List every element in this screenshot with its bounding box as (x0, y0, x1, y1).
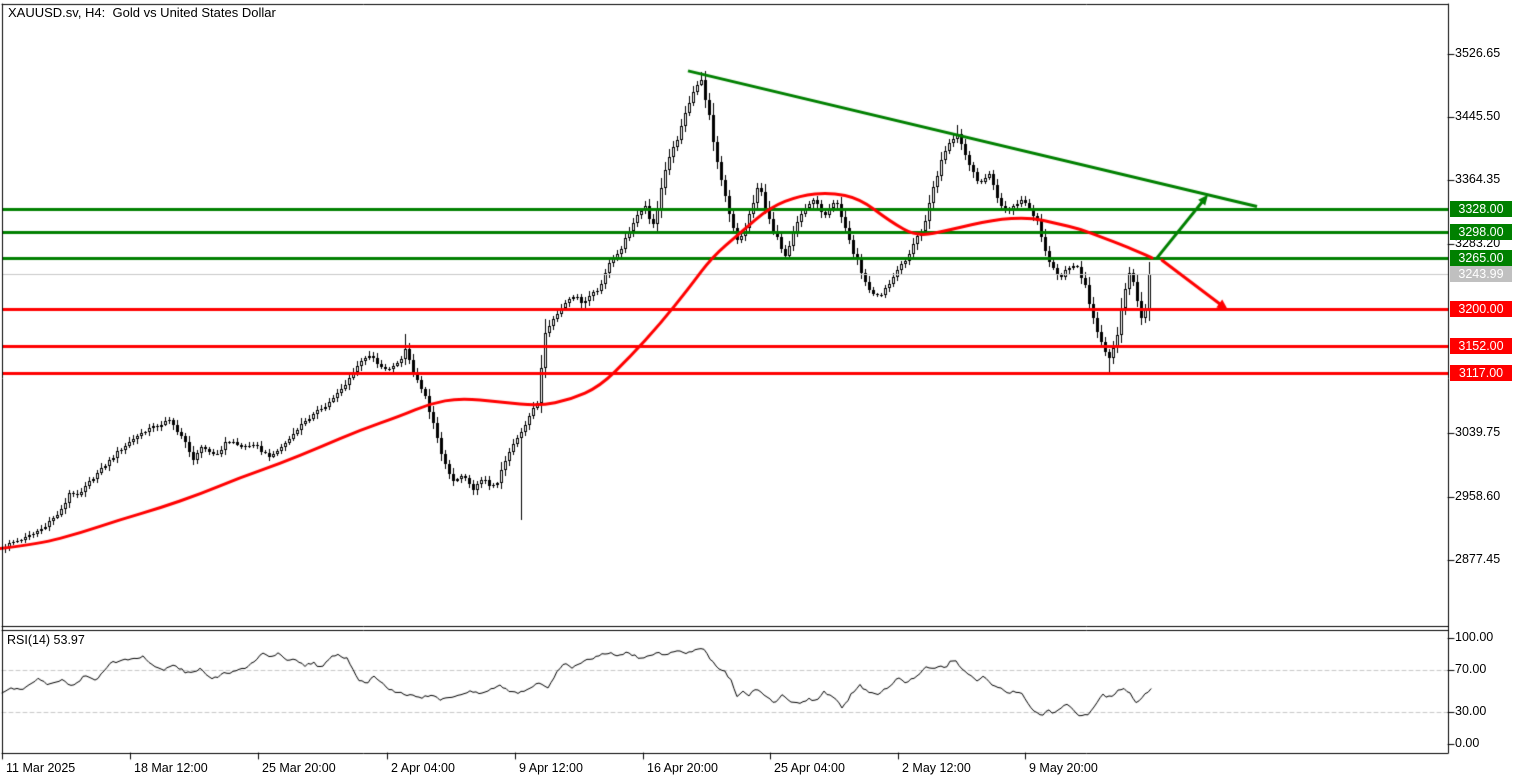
time-axis-label: 2 May 12:00 (902, 761, 971, 775)
rsi-indicator-label: RSI(14) 53.97 (7, 633, 85, 647)
resistance-price-badge[interactable]: 3298.00 (1450, 224, 1512, 240)
rsi-axis-label: 70.00 (1455, 662, 1487, 676)
time-axis-label: 9 Apr 12:00 (519, 761, 583, 775)
time-axis-label: 25 Apr 04:00 (774, 761, 845, 775)
time-axis-label: 9 May 20:00 (1029, 761, 1098, 775)
resistance-price-badge[interactable]: 3265.00 (1450, 250, 1512, 266)
resistance-price-badge[interactable]: 3328.00 (1450, 201, 1512, 217)
rsi-axis-label: 30.00 (1455, 704, 1487, 718)
price-axis[interactable]: 3526.65 3445.50 3364.35 3283.20 3039.75 2958.… (1448, 0, 1528, 780)
time-axis-label: 2 Apr 04:00 (391, 761, 455, 775)
current-price-badge[interactable]: 3243.99 (1450, 266, 1512, 282)
price-tick-label: 3445.50 (1455, 109, 1501, 123)
time-axis-label: 18 Mar 12:00 (134, 761, 208, 775)
price-tick-label: 3039.75 (1455, 425, 1501, 439)
support-price-badge[interactable]: 3117.00 (1450, 365, 1512, 381)
rsi-axis-label: 100.00 (1455, 630, 1494, 644)
rsi-axis-label: 0.00 (1455, 736, 1480, 750)
price-tick-label: 2877.45 (1455, 552, 1501, 566)
support-price-badge[interactable]: 3200.00 (1450, 301, 1512, 317)
price-tick-label: 3526.65 (1455, 46, 1501, 60)
time-axis-label: 16 Apr 20:00 (647, 761, 718, 775)
time-axis-label: 11 Mar 2025 (6, 761, 76, 775)
support-price-badge[interactable]: 3152.00 (1450, 338, 1512, 354)
time-axis[interactable]: 11 Mar 2025 18 Mar 12:00 25 Mar 20:00 2 Apr… (0, 753, 1528, 780)
price-tick-label: 2958.60 (1455, 489, 1501, 503)
time-axis-label: 25 Mar 20:00 (262, 761, 336, 775)
price-tick-label: 3364.35 (1455, 172, 1501, 186)
chart-title: XAUUSD.sv, H4: Gold vs United States Dol… (8, 5, 276, 20)
